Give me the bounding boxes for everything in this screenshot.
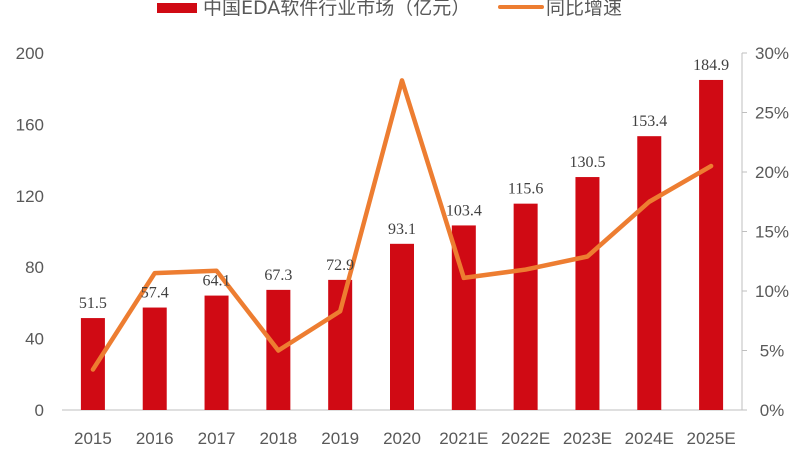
- bar: [204, 295, 229, 410]
- legend-label-line: 同比增速: [546, 0, 622, 19]
- bar-data-label: 103.4: [446, 202, 482, 219]
- bar-data-label: 51.5: [79, 295, 107, 312]
- left-tick-label: 120: [16, 187, 44, 206]
- bar-data-label: 184.9: [693, 57, 729, 74]
- right-tick-label: 20%: [755, 163, 789, 182]
- bar-data-label: 93.1: [388, 221, 416, 238]
- right-tick-label: 0%: [760, 401, 785, 420]
- x-tick-label: 2024E: [625, 429, 674, 448]
- x-tick-label: 2022E: [501, 429, 550, 448]
- bar-data-label: 130.5: [569, 154, 605, 171]
- left-tick-label: 40: [25, 330, 44, 349]
- bars: [80, 79, 724, 411]
- right-tick-label: 25%: [755, 104, 789, 123]
- x-tick-label: 2017: [198, 429, 236, 448]
- legend: 中国EDA软件行业市场（亿元） 同比增速: [157, 0, 622, 19]
- legend-label-bar: 中国EDA软件行业市场（亿元）: [203, 0, 470, 19]
- legend-swatch-bar: [157, 3, 197, 13]
- bar: [142, 307, 167, 410]
- x-tick-label: 2018: [259, 429, 297, 448]
- bar: [328, 279, 353, 410]
- bar-data-label: 153.4: [631, 113, 667, 130]
- left-tick-label: 160: [16, 115, 44, 134]
- bar-data-label: 57.4: [141, 285, 169, 302]
- bar: [699, 79, 724, 411]
- bar-data-label: 64.1: [203, 273, 231, 290]
- left-tick-label: 200: [16, 44, 44, 63]
- right-tick-label: 30%: [755, 44, 789, 63]
- x-tick-label: 2025E: [687, 429, 736, 448]
- bar: [80, 318, 105, 410]
- bar-data-label: 72.9: [326, 257, 354, 274]
- bar: [637, 136, 662, 410]
- left-tick-label: 0: [35, 401, 44, 420]
- x-tick-label: 2016: [136, 429, 174, 448]
- x-tick-label: 2021E: [439, 429, 488, 448]
- x-tick-label: 2019: [321, 429, 359, 448]
- data-labels: 51.5 57.4 64.1 67.3 72.9 93.1 103.4 115.6 130.5 1…: [79, 57, 729, 312]
- bar: [513, 203, 538, 410]
- x-tick-label: 2023E: [563, 429, 612, 448]
- right-tick-label: 5%: [760, 342, 785, 361]
- growth-line: [90, 78, 714, 372]
- bar-data-label: 115.6: [508, 181, 543, 198]
- x-tick-label: 2020: [383, 429, 421, 448]
- right-tick-label: 10%: [755, 282, 789, 301]
- left-tick-label: 80: [25, 258, 44, 277]
- x-tick-label: 2015: [74, 429, 112, 448]
- bar: [575, 177, 600, 410]
- right-tick-label: 15%: [755, 223, 789, 242]
- bar: [390, 243, 414, 410]
- axes: 0 40 80 120 160 200 0% 5% 10% 15% 20% 25% 30% 2015 201…: [16, 44, 789, 448]
- bar-data-label: 67.3: [264, 267, 292, 284]
